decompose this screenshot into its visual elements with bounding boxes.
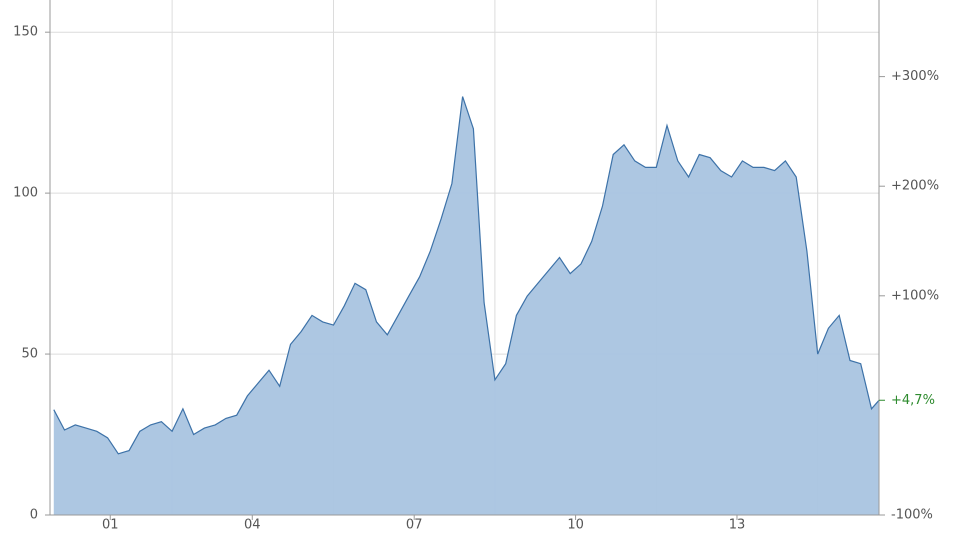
y2-tick-label: +300% bbox=[891, 69, 939, 84]
line bbox=[53, 96, 880, 455]
x-tick-label: 07 bbox=[406, 518, 423, 533]
y-tick-label: 100 bbox=[13, 186, 38, 201]
y2-tick-label: +200% bbox=[891, 179, 939, 194]
last-value-label: +4,7% bbox=[891, 393, 935, 408]
y-tick-label: 0 bbox=[30, 508, 38, 523]
x-tick-label: 10 bbox=[567, 518, 584, 533]
x-tick-label: 04 bbox=[244, 518, 261, 533]
y-tick-label: 150 bbox=[13, 25, 38, 40]
y-tick-label: 50 bbox=[21, 347, 38, 362]
y2-tick-label: -100% bbox=[891, 508, 933, 523]
x-tick-label: 01 bbox=[102, 518, 119, 533]
x-tick-label: 13 bbox=[729, 518, 746, 533]
y2-tick-label: +100% bbox=[891, 288, 939, 303]
area bbox=[53, 96, 879, 515]
